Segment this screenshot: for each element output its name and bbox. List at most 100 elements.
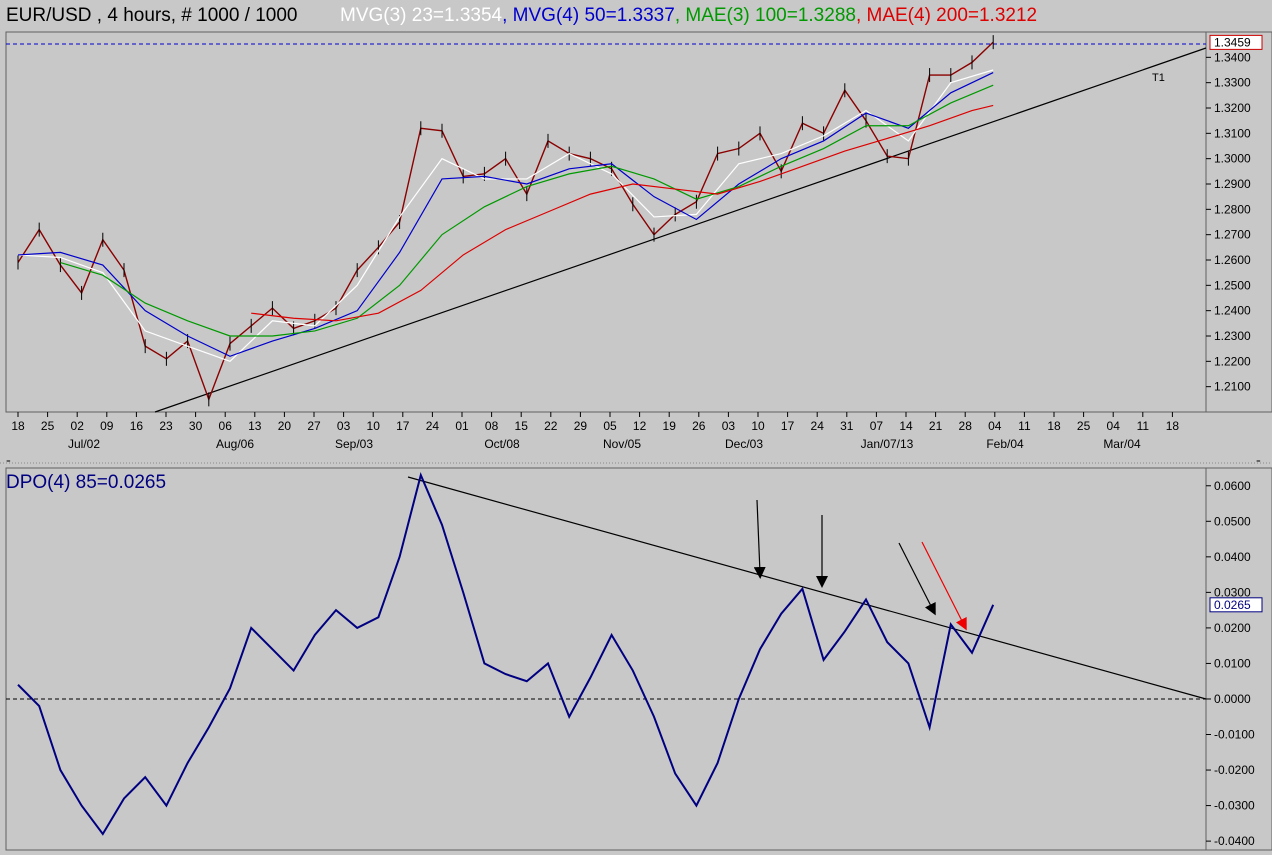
price-axis-area xyxy=(1205,31,1272,413)
price-ytick-label: 1.2800 xyxy=(1214,202,1251,216)
price-ytick-label: 1.2200 xyxy=(1214,354,1251,368)
time-tick-label: 18 xyxy=(11,419,25,433)
time-tick-label: 03 xyxy=(722,419,736,433)
time-tick-label: 14 xyxy=(899,419,913,433)
time-tick-label: 21 xyxy=(929,419,943,433)
time-tick-label: 03 xyxy=(337,419,351,433)
dpo-axis-labels: -0.0400 -0.0300 -0.0200 -0.0100 0.0000 0.0100… xyxy=(1206,479,1255,848)
time-tick-label: 13 xyxy=(248,419,262,433)
time-tick-label: 30 xyxy=(189,419,203,433)
price-series-group xyxy=(17,35,994,407)
indicator-labels: MVG(3) 23=1.3354, MVG(4) 50=1.3337, MAE(… xyxy=(340,5,1037,26)
trendline-label-t1: T1 xyxy=(1152,72,1165,84)
price-series-1 xyxy=(17,69,994,363)
time-tick-label: 25 xyxy=(1077,419,1091,433)
time-tick-label: 02 xyxy=(71,419,85,433)
price-ytick-label: 1.2300 xyxy=(1214,329,1251,343)
month-label: Jan/07/13 xyxy=(861,437,914,451)
time-tick-label: 04 xyxy=(1107,419,1121,433)
dpo-series-group xyxy=(17,472,995,836)
time-tick-label: 01 xyxy=(455,419,469,433)
time-tick-label: 18 xyxy=(1166,419,1180,433)
dpo-indicator-label: DPO(4) 85=0.0265 xyxy=(6,472,166,493)
symbol-label: EUR/USD , 4 hours, # 1000 / 1000 xyxy=(6,5,298,26)
chart-header: EUR/USD , 4 hours, # 1000 / 1000 MVG(3) … xyxy=(6,5,1037,26)
dpo-ytick-label: -0.0200 xyxy=(1214,763,1255,777)
time-tick-label: 27 xyxy=(307,419,321,433)
price-ytick-label: 1.2900 xyxy=(1214,177,1251,191)
time-axis: 18 25 02 09 16 23 30 06 13 20 27 03 10 17 24 01 08 15 22 29… xyxy=(11,412,1179,451)
time-tick-label: 10 xyxy=(751,419,765,433)
time-tick-label: 04 xyxy=(988,419,1002,433)
dpo-ytick-label: 0.0400 xyxy=(1214,550,1251,564)
price-ytick-label: 1.2600 xyxy=(1214,253,1251,267)
indicator-label-2: , MAE(3) 100=1.3288 xyxy=(675,5,856,26)
month-label: Sep/03 xyxy=(335,437,373,451)
annotation-arrow-3 xyxy=(898,542,936,616)
month-label: Aug/06 xyxy=(216,437,254,451)
indicator-label-3: , MAE(4) 200=1.3212 xyxy=(856,5,1037,26)
dpo-ytick-label: 0.0100 xyxy=(1214,656,1251,670)
time-tick-label: 18 xyxy=(1047,419,1061,433)
time-tick-label: 11 xyxy=(1137,419,1150,433)
separator-icon-right[interactable]: ⁼ xyxy=(1256,458,1261,468)
time-tick-label: 20 xyxy=(278,419,292,433)
support-trendline-t1 xyxy=(154,47,1207,413)
dpo-series-0 xyxy=(17,472,995,836)
price-ytick-label: 1.3300 xyxy=(1214,76,1251,90)
dpo-ytick-label: 0.0000 xyxy=(1214,692,1251,706)
price-series-3 xyxy=(60,84,994,337)
dpo-resistance-trendline xyxy=(407,476,1207,700)
price-ytick-label: 1.2700 xyxy=(1214,228,1251,242)
indicator-label-0: MVG(3) 23=1.3354 xyxy=(340,5,503,26)
dpo-plot-area[interactable] xyxy=(5,467,1207,851)
price-last-value-box: 1.3459 xyxy=(1209,34,1263,50)
time-tick-label: 31 xyxy=(840,419,854,433)
time-tick-label: 12 xyxy=(633,419,647,433)
time-tick-label: 08 xyxy=(485,419,499,433)
time-tick-label: 28 xyxy=(959,419,973,433)
dpo-ytick-label: -0.0400 xyxy=(1214,834,1255,848)
time-tick-label: 09 xyxy=(100,419,114,433)
price-last-value: 1.3459 xyxy=(1214,35,1251,49)
annotation-arrow-1 xyxy=(753,499,766,579)
price-series-4 xyxy=(251,104,994,322)
month-label: Nov/05 xyxy=(603,437,641,451)
time-tick-label: 23 xyxy=(159,419,173,433)
dpo-ytick-label: -0.0100 xyxy=(1214,728,1255,742)
dpo-ytick-label: 0.0300 xyxy=(1214,585,1251,599)
time-tick-label: 22 xyxy=(544,419,558,433)
price-ytick-label: 1.3100 xyxy=(1214,126,1251,140)
dpo-last-value-box: 0.0265 xyxy=(1209,597,1263,613)
price-ytick-label: 1.2500 xyxy=(1214,278,1251,292)
time-tick-label: 16 xyxy=(130,419,144,433)
price-series-2 xyxy=(17,71,994,357)
time-tick-label: 06 xyxy=(219,419,233,433)
price-ytick-label: 1.3200 xyxy=(1214,101,1251,115)
price-ytick-label: 1.3000 xyxy=(1214,152,1251,166)
time-tick-label: 26 xyxy=(692,419,706,433)
time-tick-label: 24 xyxy=(426,419,440,433)
dpo-ytick-label: 0.0500 xyxy=(1214,514,1251,528)
month-label: Feb/04 xyxy=(986,437,1024,451)
price-plot-area[interactable] xyxy=(5,31,1207,413)
time-tick-label: 11 xyxy=(1018,419,1031,433)
separator-icon-left[interactable]: ⁼ xyxy=(6,458,11,468)
month-label: Dec/03 xyxy=(725,437,763,451)
time-tick-label: 17 xyxy=(396,419,410,433)
time-tick-label: 15 xyxy=(515,419,529,433)
month-label: Mar/04 xyxy=(1103,437,1141,451)
time-tick-label: 29 xyxy=(574,419,588,433)
time-tick-label: 07 xyxy=(870,419,884,433)
dpo-ytick-label: 0.0600 xyxy=(1214,479,1251,493)
time-tick-label: 05 xyxy=(603,419,617,433)
time-tick-label: 17 xyxy=(781,419,795,433)
dpo-ytick-label: 0.0200 xyxy=(1214,621,1251,635)
price-ytick-label: 1.3400 xyxy=(1214,50,1251,64)
price-last-box xyxy=(1209,34,1263,50)
price-ytick-label: 1.2100 xyxy=(1214,380,1251,394)
time-tick-label: 19 xyxy=(663,419,677,433)
price-ytick-label: 1.2400 xyxy=(1214,304,1251,318)
month-label: Oct/08 xyxy=(484,437,520,451)
